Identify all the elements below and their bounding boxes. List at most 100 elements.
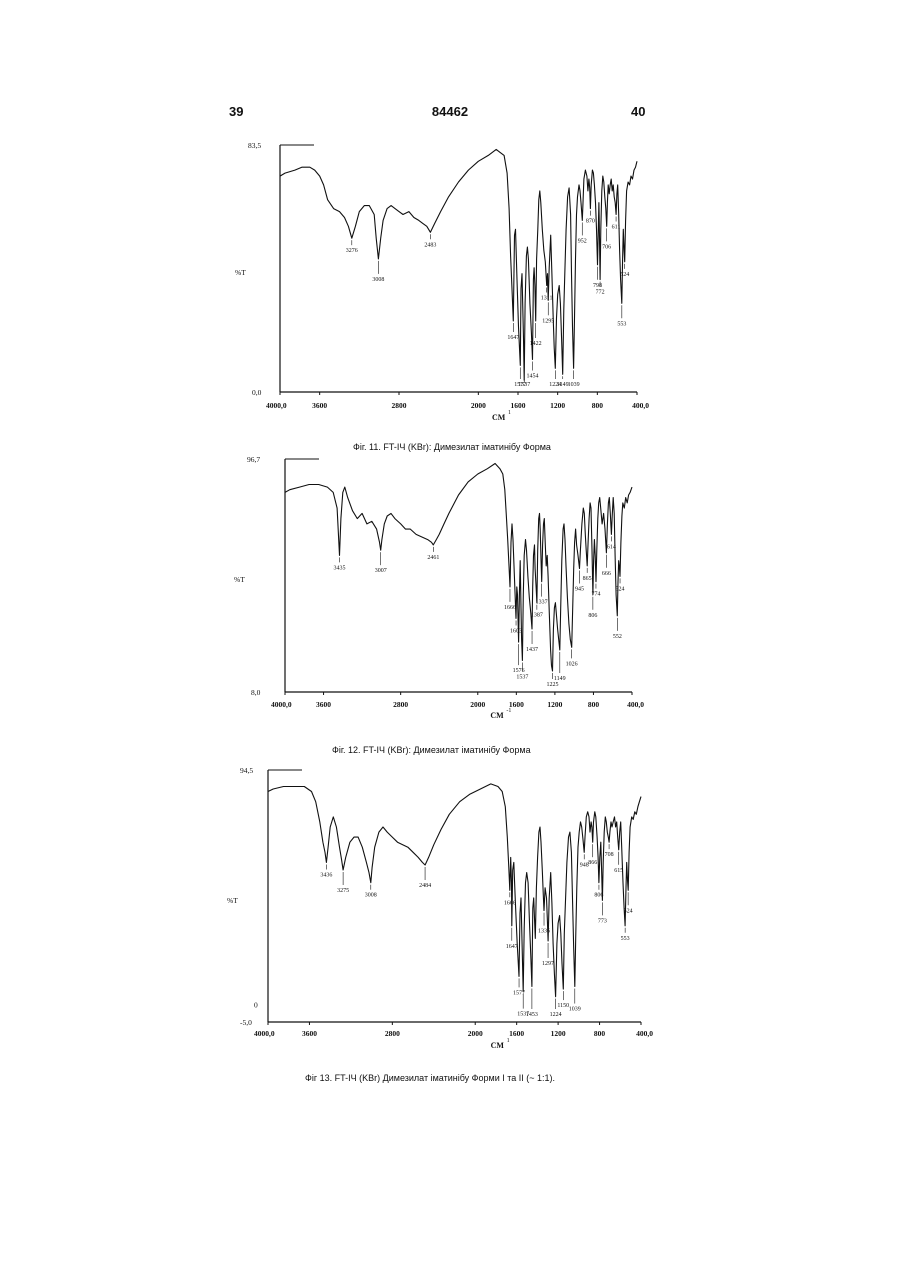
y-zero-label: 0 [254, 1000, 258, 1009]
peak-label: 1647 [506, 944, 518, 950]
x-tick-label: 3600 [312, 401, 327, 410]
peak-label: 1454 [526, 373, 538, 379]
x-tick-label: 2800 [393, 700, 408, 709]
y-max-label: 96,7 [247, 455, 260, 464]
peak-label: 1225 [546, 682, 558, 688]
x-tick-label: 1200 [551, 1029, 566, 1038]
x-axis-unit: СМ [491, 1041, 505, 1050]
peak-label: 865 [583, 576, 592, 582]
y-min-label: -5,0 [240, 1018, 252, 1027]
peak-label: 1647 [507, 335, 519, 341]
x-axis-unit-exponent: -1 [506, 708, 511, 714]
peak-label: 806 [588, 613, 597, 619]
peak-label: 2461 [427, 555, 439, 561]
peak-label: 1537 [518, 382, 530, 388]
peak-label: 706 [602, 244, 611, 250]
peak-label: 773 [598, 918, 607, 924]
y-max-label: 83,5 [248, 141, 261, 150]
page-number-right: 40 [631, 104, 645, 119]
figure-caption-13: Фіг 13. FT-ІЧ (KBr) Димезилат іматинібу … [305, 1073, 555, 1083]
peak-label: 2483 [424, 242, 436, 248]
x-tick-label: 400,0 [636, 1029, 653, 1038]
peak-label: 3008 [372, 277, 384, 283]
peak-label: 553 [621, 936, 630, 942]
peak-label: 614 [607, 544, 616, 550]
peak-label: 798 [593, 283, 602, 289]
peak-label: 615 [614, 868, 623, 874]
peak-label: 611 [612, 225, 621, 231]
peak-label: 1576 [513, 668, 525, 674]
x-tick-label: 2800 [392, 401, 407, 410]
peak-label: 870 [586, 219, 595, 225]
peak-label: 945 [575, 587, 584, 593]
peak-label: 774 [591, 592, 600, 598]
x-tick-label: 4000,0 [266, 401, 287, 410]
x-tick-label: 1600 [509, 1029, 524, 1038]
peak-label: 952 [578, 238, 587, 244]
x-tick-label: 800 [588, 700, 600, 709]
peak-label: 3275 [337, 888, 349, 894]
y-min-label: 8,0 [251, 688, 261, 697]
x-tick-label: 800 [594, 1029, 606, 1038]
peak-label: 1039 [568, 382, 580, 388]
peak-label: 524 [616, 586, 625, 592]
x-tick-label: 400,0 [632, 401, 649, 410]
peak-label: 3435 [333, 565, 345, 571]
y-max-label: 94,5 [240, 766, 253, 775]
peak-label: 3008 [365, 893, 377, 899]
peak-label: 524 [620, 272, 629, 278]
x-tick-label: 2000 [471, 401, 486, 410]
spectrum-line [268, 784, 641, 997]
peak-label: 1336 [538, 929, 550, 935]
peak-label: 1224 [550, 1012, 562, 1018]
peak-label: 1603 [510, 628, 522, 634]
peak-label: 1295 [542, 318, 554, 324]
x-tick-label: 4000,0 [271, 700, 292, 709]
x-tick-label: 3600 [316, 700, 331, 709]
peak-label: 1337 [536, 600, 548, 606]
page-number-left: 39 [229, 104, 243, 119]
peak-label: 1297 [542, 961, 554, 967]
peak-label: 3276 [346, 248, 358, 254]
peak-label: 806 [594, 893, 603, 899]
peak-label: 552 [613, 634, 622, 640]
x-tick-label: 4000,0 [254, 1029, 275, 1038]
x-axis-unit: СМ [492, 413, 506, 422]
peak-label: 666 [602, 571, 611, 577]
peak-label: 1666 [504, 900, 516, 906]
spectrum-line [280, 149, 637, 380]
peak-label: 1422 [530, 341, 542, 347]
x-tick-label: 3600 [302, 1029, 317, 1038]
peak-label: 1453 [526, 1012, 538, 1018]
peak-label: 3007 [375, 568, 387, 574]
peak-label: 866 [588, 860, 597, 866]
peak-label: 553 [617, 321, 626, 327]
peak-label: 708 [605, 852, 614, 858]
x-tick-label: 1600 [511, 401, 526, 410]
ir-spectrum-fig-13: 94,50-5,0%T4000,036002800200016001200800… [0, 760, 901, 1055]
x-axis-unit: СМ [490, 711, 504, 720]
peak-label: 2484 [419, 883, 431, 889]
peak-label: 772 [596, 290, 605, 296]
y-min-label: 0,0 [252, 388, 262, 397]
y-axis-label: %T [227, 896, 238, 905]
ir-spectrum-fig-11: 83,5 0,0 %T 4000,0 3600 2800 2000 1600 1200 800 40… [0, 130, 901, 425]
figure-caption-12: Фіг. 12. FT-ІЧ (KBr): Димезилат іматиніб… [332, 745, 531, 755]
x-tick-label: 1200 [547, 700, 562, 709]
peak-label: 3436 [320, 872, 332, 878]
peak-label: 1150 [557, 1003, 569, 1009]
peak-label: 1387 [531, 613, 543, 619]
x-tick-label: 400,0 [627, 700, 644, 709]
x-axis-unit-exponent: 1 [508, 410, 511, 416]
peak-label: 1666 [504, 605, 516, 611]
y-axis-label: %T [235, 268, 246, 277]
peak-label: 524 [624, 908, 633, 914]
x-tick-label: 800 [592, 401, 604, 410]
peak-label: 1437 [526, 647, 538, 653]
x-tick-label: 2000 [470, 700, 485, 709]
ir-spectrum-fig-12: 96,78,0%T4000,03600280020001600120080040… [0, 450, 901, 720]
peak-label: 1039 [569, 1007, 581, 1013]
peak-label: 1026 [566, 661, 578, 667]
x-tick-label: 1200 [550, 401, 565, 410]
x-tick-label: 2000 [468, 1029, 483, 1038]
